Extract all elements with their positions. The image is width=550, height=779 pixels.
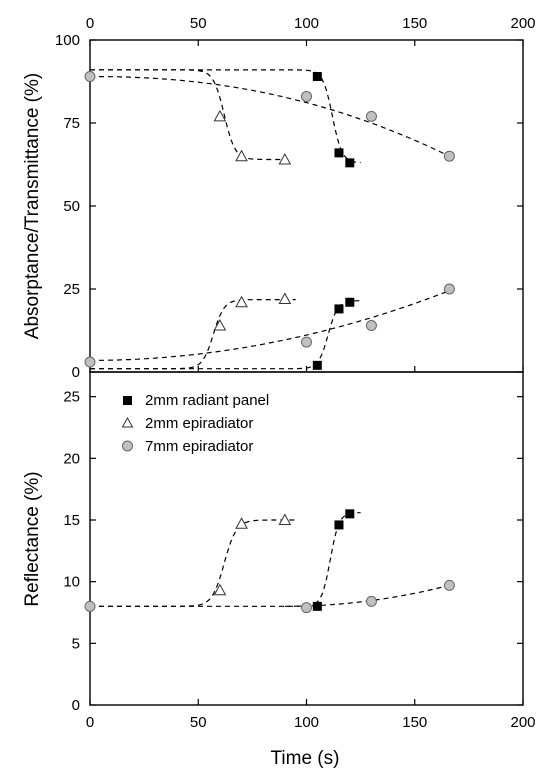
marker-2mm-radiant-panel <box>345 158 355 168</box>
x-tick-label-top: 0 <box>86 15 94 32</box>
marker-2mm-radiant-panel <box>312 72 322 82</box>
legend-marker-square <box>123 396 132 405</box>
y-tick-label: 25 <box>63 389 80 406</box>
legend-marker-circle <box>122 440 133 452</box>
marker-2mm-radiant-panel <box>334 148 344 158</box>
legend-label-7mm-epiradiator: 7mm epiradiator <box>145 438 253 455</box>
marker-2mm-epiradiator <box>278 513 292 525</box>
legend-label-radiant-panel: 2mm radiant panel <box>145 392 269 409</box>
marker-2mm-radiant-panel <box>334 520 344 530</box>
marker-2mm-radiant-panel <box>334 304 344 314</box>
marker-2mm-radiant-panel <box>345 509 355 519</box>
x-tick-label-bottom: 100 <box>294 714 319 731</box>
fit-curve-4 <box>90 299 296 370</box>
axis-ticks <box>89 39 524 706</box>
marker-7mm-epiradiator <box>443 579 455 591</box>
panel-frame-0 <box>89 39 524 373</box>
y-tick-label: 100 <box>55 32 80 49</box>
y-tick-label: 20 <box>63 450 80 467</box>
fit-curve-0 <box>90 69 361 164</box>
fit-curve-1 <box>90 69 285 161</box>
marker-7mm-epiradiator <box>365 595 377 607</box>
legend: 2mm radiant panel 2mm epiradiator 7mm ep… <box>121 392 269 455</box>
marker-2mm-epiradiator <box>278 152 292 165</box>
y-tick-label: 0 <box>72 697 80 714</box>
y-tick-label: 15 <box>63 512 80 529</box>
marker-2mm-epiradiator <box>213 109 227 122</box>
marker-7mm-epiradiator <box>84 71 96 83</box>
marker-7mm-epiradiator <box>443 283 455 295</box>
y-tick-label: 75 <box>63 115 80 132</box>
marker-2mm-epiradiator <box>235 295 248 308</box>
marker-7mm-epiradiator <box>301 90 312 102</box>
x-tick-label-bottom: 0 <box>86 714 94 731</box>
fit-curve-7 <box>90 519 296 607</box>
x-axis-label: Time (s) <box>271 748 340 769</box>
marker-7mm-epiradiator <box>365 110 377 122</box>
marker-2mm-epiradiator <box>235 517 248 529</box>
marker-7mm-epiradiator <box>301 336 312 348</box>
marker-2mm-radiant-panel <box>312 601 322 611</box>
y-tick-label: 5 <box>72 635 80 652</box>
marker-7mm-epiradiator <box>84 356 96 368</box>
x-tick-label-bottom: 50 <box>190 714 207 731</box>
marker-7mm-epiradiator <box>301 602 312 614</box>
marker-7mm-epiradiator <box>443 150 455 162</box>
x-tick-label-top: 100 <box>294 15 319 32</box>
y-axis-label-top: Absorptance/Transmittance (%) <box>22 73 43 339</box>
fit-curve-3 <box>90 300 361 370</box>
legend-marker-triangle <box>121 416 134 428</box>
marker-2mm-radiant-panel <box>345 297 355 307</box>
fit-curves <box>90 69 450 607</box>
y-axis-label-bottom: Reflectance (%) <box>22 471 43 606</box>
y-tick-label: 25 <box>63 281 80 298</box>
fit-curve-2 <box>90 75 450 157</box>
x-tick-label-top: 150 <box>402 15 427 32</box>
marker-7mm-epiradiator <box>84 600 96 612</box>
x-tick-label-top: 50 <box>190 15 207 32</box>
y-tick-label: 0 <box>72 364 80 381</box>
marker-2mm-radiant-panel <box>312 360 322 370</box>
x-tick-label-bottom: 150 <box>402 714 427 731</box>
y-tick-label: 10 <box>63 574 80 591</box>
marker-2mm-epiradiator <box>213 318 227 331</box>
fit-curve-5 <box>90 290 450 361</box>
x-tick-label-bottom: 200 <box>510 714 535 731</box>
marker-2mm-epiradiator <box>235 149 248 162</box>
y-tick-label: 50 <box>63 198 80 215</box>
marker-2mm-epiradiator <box>213 583 227 596</box>
data-markers <box>84 71 455 614</box>
marker-2mm-epiradiator <box>278 292 292 304</box>
marker-7mm-epiradiator <box>365 320 377 332</box>
tick-labels: 0 50 100 150 200 0 50 100 150 200 0 25 50 75 100 0 5 10 15… <box>55 15 536 731</box>
legend-label-2mm-epiradiator: 2mm epiradiator <box>145 415 253 432</box>
x-tick-label-top: 200 <box>510 15 535 32</box>
